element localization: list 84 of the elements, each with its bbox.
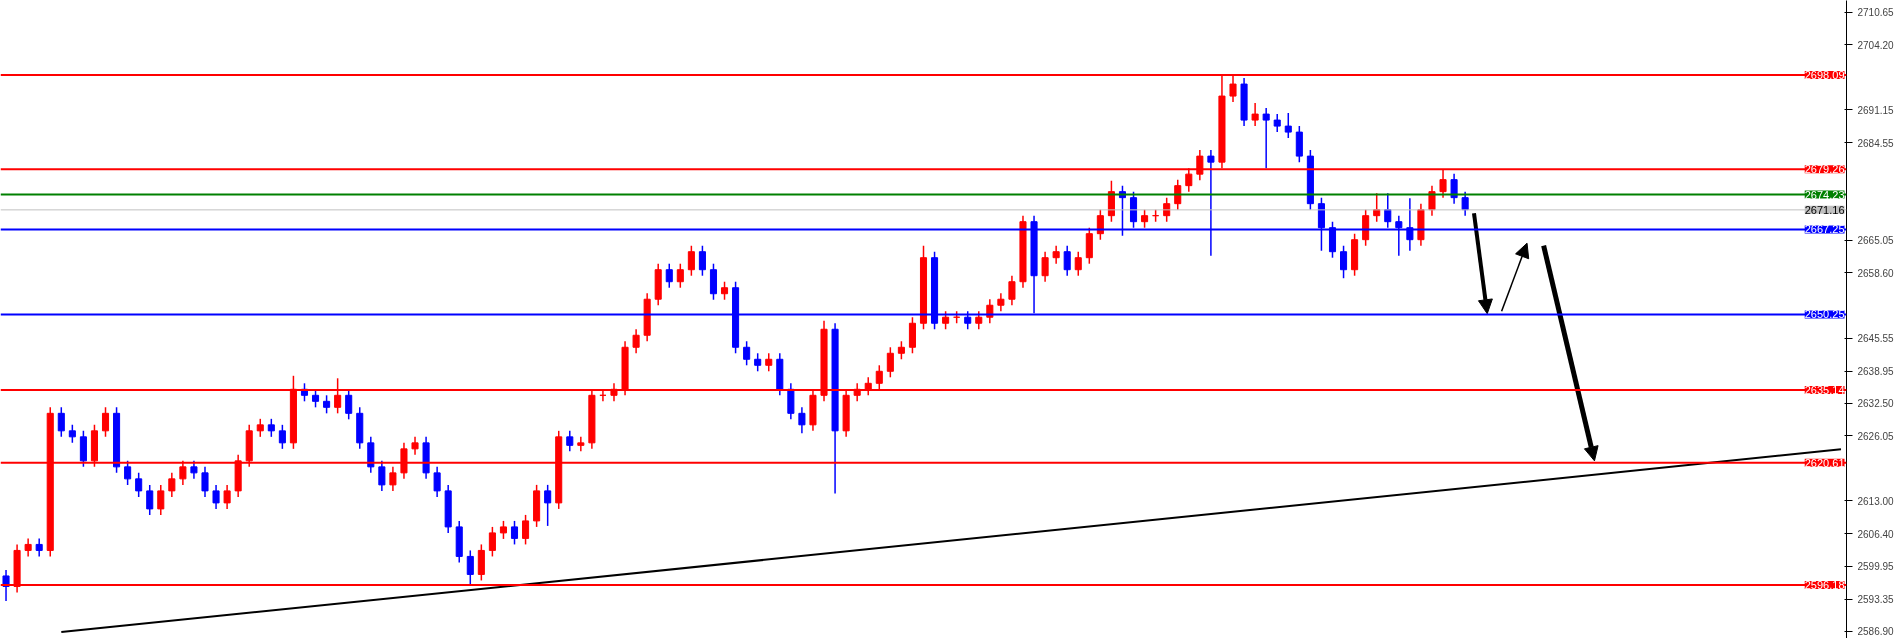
candlestick (632, 328, 640, 355)
candlestick (411, 436, 419, 456)
y-tick-label: 2684.55 (1857, 137, 1895, 149)
candlestick (323, 394, 331, 415)
candlestick (1340, 244, 1348, 279)
candlestick (278, 424, 286, 450)
candlestick (68, 424, 76, 444)
candlestick (522, 514, 530, 546)
candlestick (1284, 112, 1292, 139)
ref-line-label: 2698.09 (1804, 69, 1845, 82)
y-tick-label: 2691.15 (1857, 104, 1895, 116)
y-tick-label: 2593.35 (1857, 594, 1895, 606)
candlestick (743, 340, 751, 367)
candlestick (1251, 102, 1259, 127)
candlestick (798, 406, 806, 435)
candlestick (577, 436, 585, 453)
candlestick (720, 280, 729, 301)
candlestick (378, 460, 386, 492)
candlestick (1041, 250, 1049, 283)
candlestick (1273, 113, 1281, 133)
y-tick-label: 2638.95 (1857, 366, 1895, 378)
ref-line-label: 2671.16 (1804, 203, 1845, 216)
candlestick (488, 526, 496, 558)
candlestick (389, 466, 397, 492)
ref-line-label: 2596.18 (1804, 579, 1845, 592)
candlestick (201, 466, 209, 498)
candlestick (35, 537, 43, 558)
candlestick (212, 484, 220, 510)
candlestick (124, 460, 132, 486)
candlestick (466, 549, 474, 586)
candlestick (24, 537, 32, 558)
candlestick (544, 484, 552, 527)
y-tick-label: 2704.20 (1857, 39, 1895, 51)
candlestick (1008, 274, 1016, 306)
candlestick (687, 244, 695, 277)
candlestick (1262, 107, 1270, 169)
candlestick (146, 484, 154, 516)
y-tick-label: 2632.50 (1857, 398, 1895, 410)
ref-line-label: 2620.61 (1804, 456, 1845, 469)
y-tick-label: 2710.65 (1857, 7, 1895, 19)
y-tick-label: 2665.05 (1857, 235, 1895, 247)
candlestick (345, 388, 353, 421)
candlestick (765, 352, 773, 373)
candlestick (256, 418, 264, 438)
candlestick (942, 310, 950, 331)
candlestick (676, 262, 684, 289)
candlestick (665, 262, 673, 289)
candlestick (1450, 172, 1458, 205)
y-tick-label: 2613.00 (1857, 495, 1895, 507)
candlestick (566, 430, 574, 453)
candlestick (886, 346, 894, 379)
candlestick (267, 418, 275, 438)
candlestick (312, 388, 320, 409)
ref-line-label: 2650.25 (1804, 308, 1845, 321)
candlestick (975, 310, 983, 331)
candlestick (433, 466, 441, 498)
ref-line-label: 2667.25 (1804, 223, 1845, 236)
candlestick (698, 244, 706, 277)
candlestick (101, 406, 110, 438)
candlestick (223, 484, 231, 510)
candlestick (168, 472, 176, 498)
y-tick-label: 2626.05 (1857, 430, 1895, 442)
y-tick-label: 2658.60 (1857, 267, 1895, 279)
candlestick (1063, 244, 1071, 277)
candlestick (1141, 208, 1149, 229)
ref-line-label: 2635.14 (1804, 384, 1845, 397)
candlestick (997, 292, 1005, 312)
candlestick (897, 340, 905, 361)
ref-line-label: 2674.23 (1804, 188, 1845, 201)
candlestick (499, 520, 507, 540)
candlestick (57, 406, 65, 438)
candlestick (1074, 250, 1082, 277)
candlestick (1052, 244, 1060, 265)
y-tick-label: 2606.40 (1857, 528, 1895, 540)
candlestick (754, 352, 762, 373)
candlestick (190, 460, 198, 480)
y-tick-label: 2599.95 (1857, 561, 1895, 573)
candlestick (510, 520, 519, 546)
ref-line-label: 2679.26 (1804, 163, 1845, 176)
candlestick (1461, 190, 1469, 217)
candlestick (157, 484, 165, 516)
y-tick-label: 2645.55 (1857, 333, 1895, 345)
candlestick (135, 472, 143, 498)
y-tick-label: 2586.90 (1857, 626, 1895, 638)
